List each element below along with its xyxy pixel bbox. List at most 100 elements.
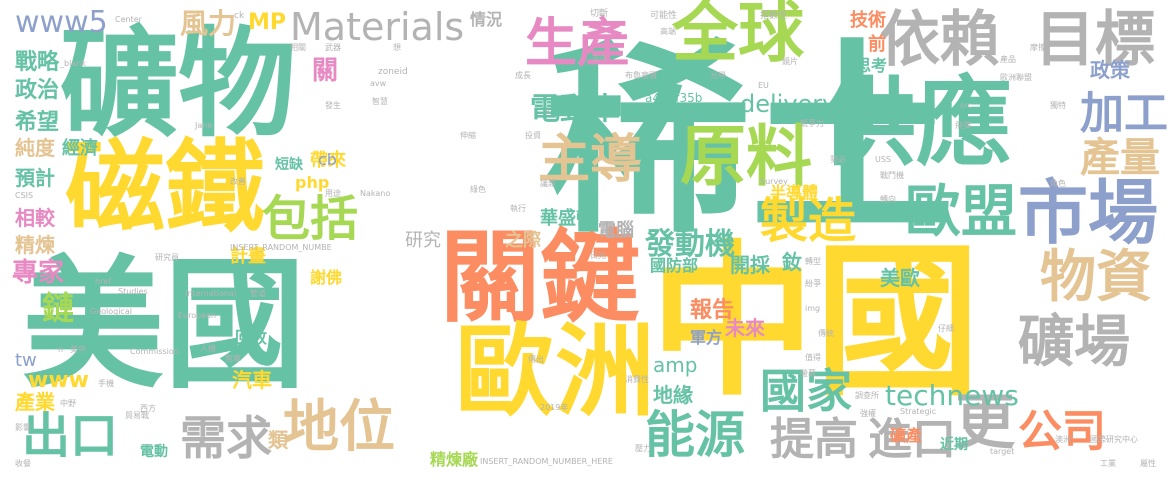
word-cloud-word: 稀土 — [545, 23, 955, 261]
word-cloud-word: 產業 — [15, 390, 55, 414]
word-cloud-word: 獨特 — [1050, 101, 1066, 110]
word-cloud-word: 光學 — [710, 71, 726, 80]
word-cloud-word: php — [295, 173, 330, 192]
word-cloud-word: 值得 — [805, 353, 821, 362]
word-cloud-word: 中野 — [60, 399, 76, 408]
word-cloud-word: International — [185, 289, 237, 298]
word-cloud-word: 帶來 — [310, 150, 346, 171]
word-cloud-word: 國防部 — [650, 256, 699, 275]
word-cloud-word: 風力 — [180, 7, 237, 40]
word-cloud-word: 綠色 — [470, 185, 486, 194]
word-cloud-word: 情況 — [470, 10, 503, 29]
word-cloud-word: 工業 — [1100, 459, 1116, 468]
word-cloud-word: 成長 — [515, 71, 531, 80]
word-cloud-word: delivery — [740, 90, 837, 118]
word-cloud-word: n — [58, 345, 64, 354]
word-cloud-word: img — [805, 304, 821, 313]
word-cloud-word: 公司 — [1018, 406, 1106, 457]
word-cloud-word: 用途 — [325, 189, 341, 198]
word-cloud-word: 能源 — [645, 406, 745, 464]
word-cloud-word: 磁鐵 — [65, 129, 265, 246]
word-cloud-word: 伸縮 — [460, 131, 476, 140]
word-cloud-word: 澳洲 — [1055, 435, 1071, 444]
word-cloud-word: 人機 — [200, 344, 216, 353]
word-cloud-word: zoneid — [378, 67, 408, 77]
word-cloud-word: 政策 — [1090, 58, 1130, 82]
word-cloud-word: EU — [758, 81, 769, 90]
word-cloud-word: 釹 — [782, 250, 802, 274]
word-cloud-word: 技術 — [850, 10, 886, 31]
word-cloud-word: 原料 — [680, 118, 812, 195]
word-cloud-word: 地緣 — [653, 383, 693, 407]
word-cloud-word: 礦產 — [890, 426, 923, 445]
word-cloud-word: 美歐 — [880, 266, 920, 290]
word-cloud-word: 依賴 — [880, 5, 1000, 75]
word-cloud-word: 出口 — [22, 408, 119, 464]
word-cloud-word: MP — [248, 10, 287, 35]
word-cloud-word: 經濟 — [62, 138, 98, 159]
word-cloud-word: 近期 — [940, 437, 968, 453]
word-cloud-word: src — [960, 101, 972, 110]
word-cloud-word: Studies — [118, 287, 148, 296]
word-cloud-word: 傳統 — [818, 329, 834, 338]
word-cloud-word: 物資 — [1040, 245, 1152, 310]
word-cloud-word: 提高 — [770, 414, 858, 465]
word-cloud-word: amp — [653, 353, 698, 377]
word-cloud-word: 之際 — [505, 230, 541, 251]
word-cloud-word: 投資 — [525, 131, 541, 140]
word-cloud-word: 螢幕 — [800, 369, 816, 378]
word-cloud-word: 進口 — [868, 414, 956, 465]
word-cloud-word: 鏈 — [42, 289, 75, 327]
word-cloud-word: 2019年 — [540, 403, 569, 412]
word-cloud-word: 開採 — [730, 253, 770, 277]
word-cloud-word: 高端 — [660, 27, 676, 36]
word-cloud-word: 精煉 — [15, 233, 55, 257]
word-cloud-word: a4b3f35b — [645, 91, 703, 105]
word-cloud-word: 國際研究中心 — [1090, 435, 1138, 444]
word-cloud-word: 相較 — [15, 206, 55, 230]
word-cloud-word: 戰略 — [15, 50, 60, 75]
word-cloud-word: 計畫 — [230, 246, 266, 267]
word-cloud-word: Jane — [195, 121, 213, 130]
word-cloud-word: ck — [234, 11, 245, 21]
word-cloud-word: 收餐 — [15, 459, 31, 468]
word-cloud-word: 主導 — [538, 130, 643, 190]
word-cloud-word: Survey — [760, 177, 788, 186]
word-cloud-word: _blank — [60, 59, 86, 68]
word-cloud-word: 鏡片 — [782, 57, 798, 66]
word-cloud-word: 全球 — [672, 0, 804, 71]
word-cloud-word: 希望 — [15, 110, 60, 135]
word-cloud-word: avw — [370, 79, 387, 88]
word-cloud-word: technews — [885, 379, 1019, 412]
word-cloud-word: INSERT_RANDOM_NUMBE — [230, 243, 332, 252]
word-cloud-word: Geological — [90, 307, 132, 316]
word-cloud-word: 角色 — [1050, 179, 1066, 188]
word-cloud-word: 未來 — [725, 316, 765, 340]
word-cloud-word: 摩擦 — [1030, 43, 1046, 52]
word-cloud-word: tw — [15, 350, 37, 371]
word-cloud-word: 地位 — [283, 395, 395, 460]
word-cloud-word: 研究 — [405, 230, 441, 251]
word-cloud-word: 供應 — [820, 67, 1012, 179]
word-cloud-word: Strategic — [900, 407, 937, 416]
word-cloud-word: 指數性 — [760, 11, 788, 21]
word-cloud-word: 智庫 — [225, 354, 241, 363]
word-cloud-word: Center — [115, 15, 142, 24]
word-cloud-word: 去年 — [592, 54, 608, 63]
word-cloud-word: 更 — [955, 388, 1015, 458]
word-cloud-word: 回收 — [235, 328, 268, 347]
word-cloud-word: 汽車 — [232, 368, 272, 392]
word-cloud-word: target — [990, 447, 1015, 456]
word-cloud-word: 包括 — [262, 191, 359, 247]
word-cloud-word: 研究員 — [155, 253, 179, 262]
word-cloud-word: 競爭力 — [800, 119, 824, 128]
word-cloud-word: 西方 — [140, 404, 156, 413]
word-cloud-word: 管道 — [250, 289, 266, 298]
word-cloud-word: Nakano — [360, 189, 391, 198]
word-cloud-word: 歐洲 — [455, 313, 655, 430]
word-cloud-word: 礦物 — [60, 15, 297, 153]
word-cloud-word: 影響 — [15, 423, 31, 432]
word-cloud-word: 戰鬥機 — [880, 171, 904, 180]
word-cloud-word: 紛爭 — [805, 279, 821, 288]
word-cloud-word: 發動機 — [645, 227, 735, 262]
